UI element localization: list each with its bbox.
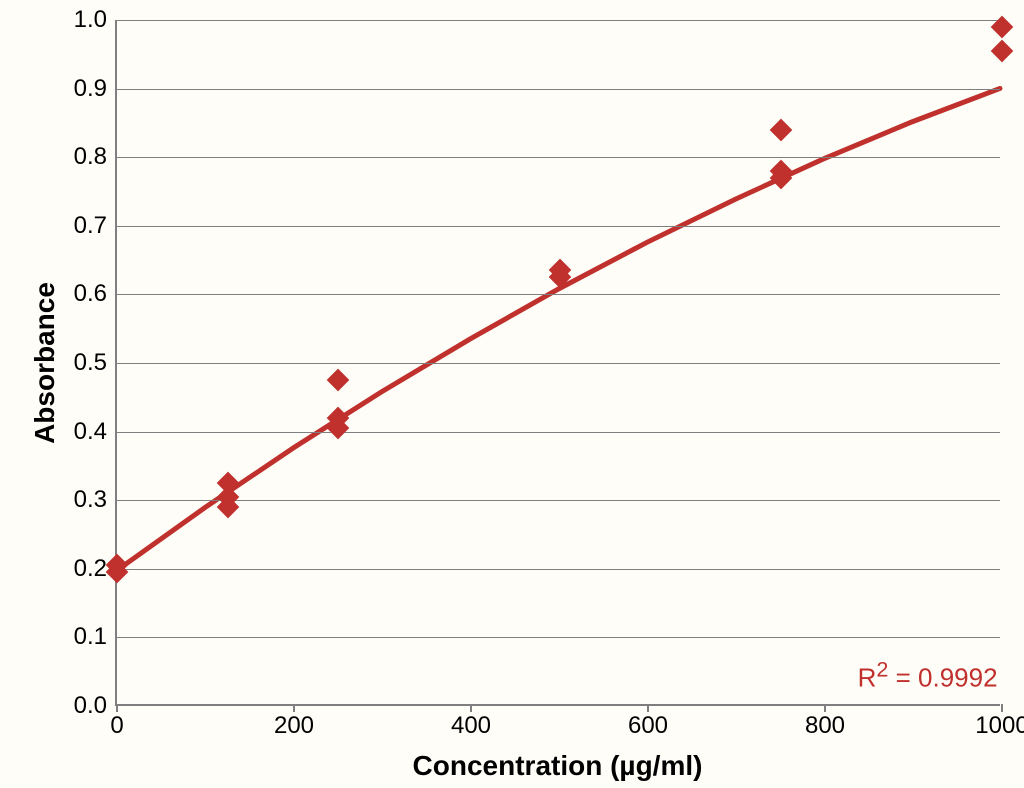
xtick-label: 0 [110,704,123,740]
ytick-label: 0.6 [74,280,117,308]
xtick-label: 600 [628,704,668,740]
chart-container: R2 = 0.9992 0.00.10.20.30.40.50.60.70.80… [0,0,1024,788]
gridline [117,363,1000,364]
ytick-label: 0.7 [74,212,117,240]
ytick-label: 0.5 [74,349,117,377]
ytick-label: 0.8 [74,143,117,171]
x-axis-label: Concentration (µg/ml) [413,750,703,782]
ytick-label: 1.0 [74,6,117,34]
gridline [117,432,1000,433]
gridline [117,637,1000,638]
xtick-label: 1000 [975,704,1024,740]
xtick-label: 800 [805,704,845,740]
y-axis-label: Absorbance [29,282,61,444]
gridline [117,500,1000,501]
ytick-label: 0.3 [74,486,117,514]
gridline [117,20,1000,21]
ytick-label: 0.1 [74,623,117,651]
gridline [117,294,1000,295]
xtick-label: 200 [274,704,314,740]
gridline [117,569,1000,570]
gridline [117,89,1000,90]
plot-area: R2 = 0.9992 0.00.10.20.30.40.50.60.70.80… [115,20,1000,706]
xtick-label: 400 [451,704,491,740]
gridline [117,157,1000,158]
ytick-label: 0.4 [74,418,117,446]
ytick-label: 0.9 [74,75,117,103]
r-squared-annotation: R2 = 0.9992 [858,657,998,694]
gridline [117,226,1000,227]
